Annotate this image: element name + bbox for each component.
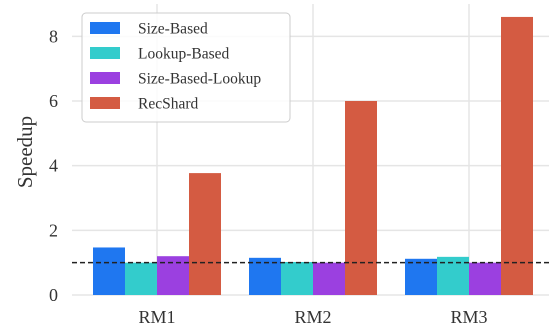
bar-size-based-lookup-rm3 xyxy=(469,262,501,295)
legend-label: Lookup-Based xyxy=(138,46,230,63)
bar-lookup-based-rm2 xyxy=(281,262,313,295)
x-tick-labels: RM1 RM2 RM3 xyxy=(138,307,487,327)
bar-size-based-rm3 xyxy=(405,258,437,295)
bar-recshard-rm1 xyxy=(189,173,221,295)
legend-box xyxy=(81,12,291,123)
x-tick-label: RM2 xyxy=(294,307,331,327)
legend-swatch xyxy=(90,97,120,109)
y-tick-label: 8 xyxy=(49,26,58,46)
y-tick-labels: 0 2 4 6 8 xyxy=(49,26,58,305)
legend-swatch xyxy=(90,22,120,34)
legend: Size-Based Lookup-Based Size-Based-Lookup R… xyxy=(81,12,291,123)
y-axis-label: Speedup xyxy=(13,116,37,188)
legend-label: Size-Based-Lookup xyxy=(138,71,261,88)
y-tick-label: 2 xyxy=(49,220,58,240)
y-tick-label: 4 xyxy=(49,156,58,176)
x-tick-label: RM3 xyxy=(450,307,487,327)
bar-recshard-rm2 xyxy=(345,101,377,295)
bars xyxy=(93,16,533,296)
x-tick-label: RM1 xyxy=(138,307,175,327)
bar-size-based-lookup-rm2 xyxy=(313,262,345,295)
bar-recshard-rm3 xyxy=(501,16,533,296)
y-tick-label: 6 xyxy=(49,91,58,111)
bar-size-based-rm1 xyxy=(93,247,125,295)
legend-swatch xyxy=(90,47,120,59)
legend-label: RecShard xyxy=(138,96,199,113)
legend-swatch xyxy=(90,72,120,84)
bar-lookup-based-rm1 xyxy=(125,262,157,295)
bar-size-based-rm2 xyxy=(249,257,281,295)
y-tick-label: 0 xyxy=(49,285,58,305)
legend-label: Size-Based xyxy=(138,21,208,38)
